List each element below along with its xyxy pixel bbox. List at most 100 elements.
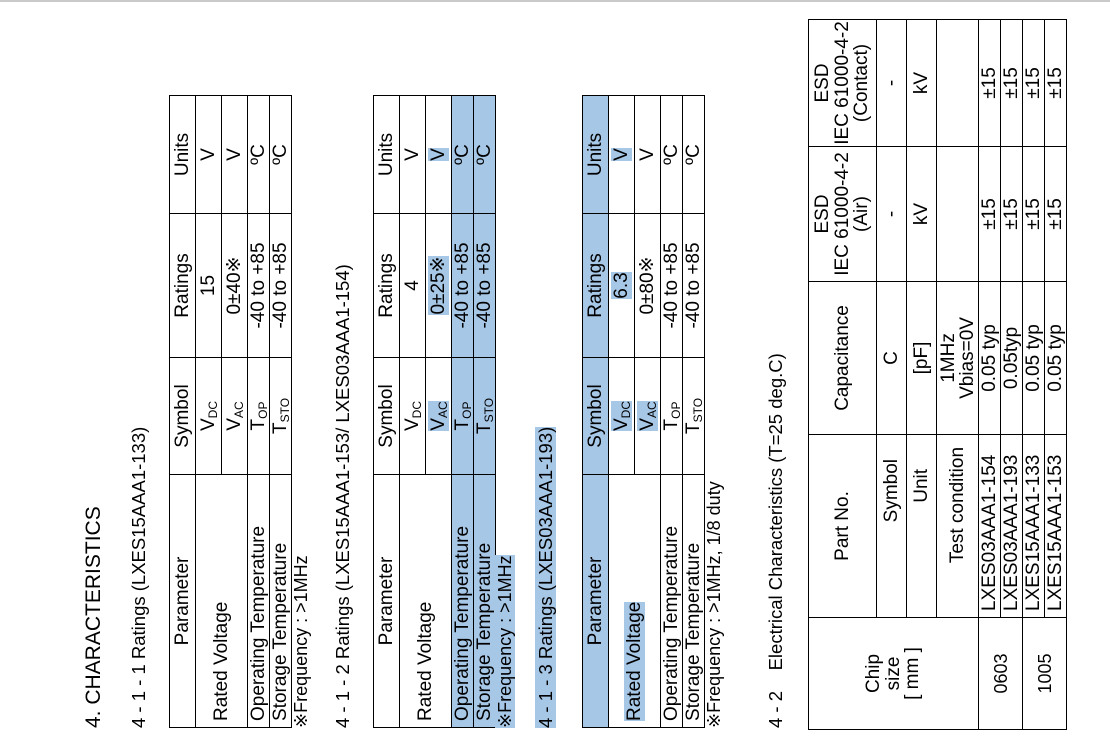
header-symbol: Symbol xyxy=(169,357,196,475)
esd-air-line3: (Air) xyxy=(851,196,873,232)
header-parameter: Parameter xyxy=(373,474,400,728)
rating-tsto: -40 to +85 xyxy=(473,213,496,358)
esd-contact-line2: IEC 61000-4-2 xyxy=(831,21,853,145)
ratings-heading-193: 4 - 1 - 3 Ratings (LXES03AAA1-193) xyxy=(535,426,556,728)
ratings-heading-133: 4 - 1 - 1 Ratings (LXES15AAA1-133) xyxy=(128,426,149,728)
symbol-label: Symbol xyxy=(876,434,907,618)
unit-vdc: V xyxy=(195,95,222,214)
ratings-heading-153-154: 4 - 1 - 2 Ratings (LXES15AAA1-153/ LXES0… xyxy=(332,264,353,728)
unit-vac: V xyxy=(634,95,661,214)
param-operating-temp: Operating Temperature xyxy=(451,474,474,728)
symbol-esd-contact: - xyxy=(876,19,907,147)
electrical-heading-text: Electrical Characteristics (T=25 deg.C) xyxy=(765,353,786,671)
symbol-top: TOP xyxy=(660,357,683,475)
header-parameter: Parameter xyxy=(169,474,196,728)
symbol-vac: VAC xyxy=(634,357,661,475)
esd-contact-value: ±15 xyxy=(1044,19,1067,147)
unit-capacitance: [pF] xyxy=(906,281,937,435)
rated-voltage-label: Rated Voltage xyxy=(195,474,248,728)
header-ratings: Ratings xyxy=(373,213,400,358)
rating-vac: 0±80※ xyxy=(634,213,661,358)
rated-voltage-label: Rated Voltage xyxy=(608,474,661,728)
test-condition-capacitance: 1MHz Vbias=0V xyxy=(936,281,979,435)
capacitance-header: Capacitance xyxy=(808,281,877,435)
electrical-heading: 4 - 2 Electrical Characteristics (T=25 d… xyxy=(765,353,786,728)
unit-top: ºC xyxy=(451,95,474,214)
header-ratings: Ratings xyxy=(582,213,609,358)
symbol-top: TOP xyxy=(247,357,270,475)
symbol-tsto: TSTO xyxy=(682,357,705,475)
esd-air-value: ±15 xyxy=(1022,146,1045,282)
unit-vdc: V xyxy=(399,95,426,214)
capacitance-value: 0.05 typ xyxy=(978,281,1001,435)
electrical-heading-number: 4 - 2 xyxy=(765,690,786,728)
frequency-note-193: ※Frequency : >1MHz, 1/8 duty xyxy=(704,481,724,728)
unit-esd-air: kV xyxy=(906,146,937,282)
esd-contact-line1: ESD xyxy=(811,63,833,103)
capacitance-value: 0.05 typ xyxy=(1022,281,1045,435)
unit-vac: V xyxy=(425,95,452,214)
test-freq: 1MHz xyxy=(937,333,959,383)
esd-contact-header: ESD IEC 61000-4-2 (Contact) xyxy=(808,19,877,147)
chip-size-1005: 1005 xyxy=(1022,617,1067,730)
rating-vac: 0±25※ xyxy=(425,213,452,358)
electrical-characteristics-table: Chip size [ mm ] Part No. Capacitance ES… xyxy=(808,19,1067,730)
frequency-note-133: ※Frequency : >1MHz xyxy=(291,555,311,728)
header-ratings: Ratings xyxy=(169,213,196,358)
chip-size-0603: 0603 xyxy=(978,617,1023,730)
unit-vac: V xyxy=(221,95,248,214)
header-parameter: Parameter xyxy=(582,474,609,728)
rating-top: -40 to +85 xyxy=(451,213,474,358)
rated-voltage-label: Rated Voltage xyxy=(399,474,452,728)
esd-contact-value: ±15 xyxy=(1000,19,1023,147)
unit-top: ºC xyxy=(660,95,683,214)
symbol-tsto: TSTO xyxy=(269,357,292,475)
top-border-line xyxy=(0,0,1110,2)
header-symbol: Symbol xyxy=(373,357,400,475)
param-storage-temp: Storage Temperature xyxy=(473,474,496,728)
esd-air-value: ±15 xyxy=(1044,146,1067,282)
esd-contact-value: ±15 xyxy=(978,19,1001,147)
rating-tsto: -40 to +85 xyxy=(269,213,292,358)
param-operating-temp: Operating Temperature xyxy=(660,474,683,728)
ratings-table-153-154: Parameter Symbol Ratings Units Rated Vol… xyxy=(373,95,496,728)
esd-air-line2: IEC 61000-4-2 xyxy=(831,152,853,276)
unit-tsto: ºC xyxy=(473,95,496,214)
section-title: 4. CHARACTERISTICS xyxy=(82,506,105,728)
unit-esd-contact: kV xyxy=(906,19,937,147)
rating-vdc: 15 xyxy=(195,213,222,358)
esd-air-value: ±15 xyxy=(1000,146,1023,282)
symbol-vac: VAC xyxy=(221,357,248,475)
part-number: LXES03AAA1-193 xyxy=(1000,434,1023,618)
esd-air-header: ESD IEC 61000-4-2 (Air) xyxy=(808,146,877,282)
rating-top: -40 to +85 xyxy=(660,213,683,358)
esd-air-line1: ESD xyxy=(811,194,833,234)
esd-contact-value: ±15 xyxy=(1022,19,1045,147)
capacitance-value: 0.05typ xyxy=(1000,281,1023,435)
unit-label: Unit xyxy=(906,434,937,618)
header-units: Units xyxy=(373,95,400,214)
part-number: LXES03AAA1-154 xyxy=(978,434,1001,618)
esd-air-value: ±15 xyxy=(978,146,1001,282)
param-operating-temp: Operating Temperature xyxy=(247,474,270,728)
chip-size-header: Chip size [ mm ] xyxy=(808,617,979,730)
ratings-table-193: Parameter Symbol Ratings Units Rated Vol… xyxy=(582,95,705,728)
chip-size-line1: Chip xyxy=(862,653,884,694)
unit-tsto: ºC xyxy=(682,95,705,214)
symbol-vdc: VDC xyxy=(399,357,426,475)
capacitance-value: 0.05 typ xyxy=(1044,281,1067,435)
rating-vdc: 6.3 xyxy=(608,213,635,358)
rating-vac: 0±40※ xyxy=(221,213,248,358)
param-storage-temp: Storage Temperature xyxy=(682,474,705,728)
test-condition-label: Test condition xyxy=(936,434,979,618)
symbol-top: TOP xyxy=(451,357,474,475)
header-units: Units xyxy=(169,95,196,214)
symbol-vac: VAC xyxy=(425,357,452,475)
chip-size-line2: size xyxy=(882,656,904,691)
rating-top: -40 to +85 xyxy=(247,213,270,358)
symbol-vdc: VDC xyxy=(195,357,222,475)
rating-vdc: 4 xyxy=(399,213,426,358)
symbol-vdc: VDC xyxy=(608,357,635,475)
param-storage-temp: Storage Temperature xyxy=(269,474,292,728)
